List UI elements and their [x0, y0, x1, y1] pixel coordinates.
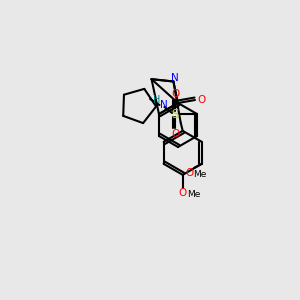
- Text: O: O: [198, 95, 206, 105]
- Text: N: N: [171, 74, 178, 83]
- Text: O: O: [171, 129, 179, 139]
- Text: H: H: [153, 95, 160, 105]
- Text: Me: Me: [194, 170, 207, 179]
- Text: O: O: [178, 188, 187, 198]
- Text: Me: Me: [187, 190, 200, 199]
- Text: O: O: [185, 168, 193, 178]
- Text: O: O: [171, 89, 179, 99]
- Text: S: S: [171, 107, 179, 121]
- Text: N: N: [160, 100, 167, 110]
